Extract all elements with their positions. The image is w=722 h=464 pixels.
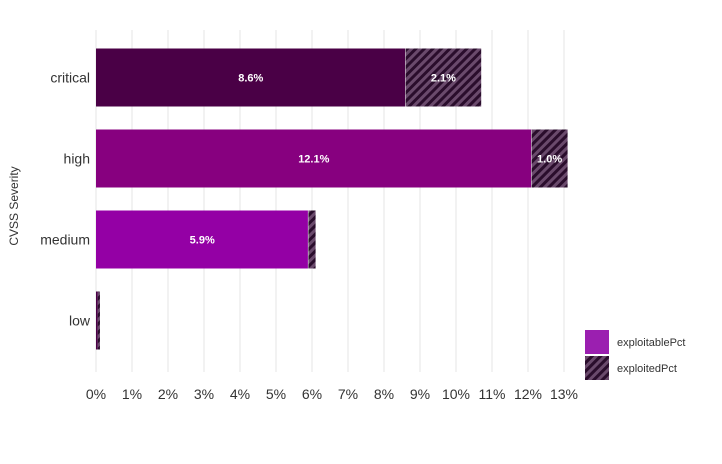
legend-swatch-exploitablePct[interactable] bbox=[585, 330, 609, 354]
bar-exploitedPct-high[interactable] bbox=[531, 129, 568, 188]
x-tick-label: 13% bbox=[550, 386, 578, 402]
data-label-exploitablePct-medium: 5.9% bbox=[190, 235, 215, 247]
data-label-exploitablePct-high: 12.1% bbox=[298, 154, 329, 166]
category-label-low: low bbox=[69, 313, 91, 329]
x-tick-label: 11% bbox=[479, 386, 506, 402]
x-tick-label: 10% bbox=[442, 386, 470, 402]
bar-exploitablePct-high[interactable] bbox=[96, 129, 532, 188]
category-labels: critical high medium low bbox=[40, 70, 91, 329]
bar-exploitedPct-low[interactable] bbox=[97, 291, 100, 350]
x-tick-label: 8% bbox=[374, 386, 394, 402]
category-label-high: high bbox=[64, 151, 90, 167]
x-tick-label: 4% bbox=[230, 386, 250, 402]
category-label-medium: medium bbox=[40, 232, 90, 248]
x-tick-label: 6% bbox=[302, 386, 322, 402]
x-tick-label: 2% bbox=[158, 386, 178, 402]
x-tick-label: 12% bbox=[514, 386, 542, 402]
legend-label-exploitedPct: exploitedPct bbox=[617, 363, 677, 375]
data-label-exploitedPct-high: 1.0% bbox=[537, 154, 562, 166]
x-tick-label: 1% bbox=[122, 386, 142, 402]
x-tick-label: 5% bbox=[266, 386, 286, 402]
data-label-exploitablePct-critical: 8.6% bbox=[238, 73, 263, 85]
x-tick-label: 3% bbox=[194, 386, 214, 402]
bar-labels: 8.6% 2.1% 12.1% 1.0% 5.9% bbox=[190, 73, 563, 247]
data-label-exploitedPct-critical: 2.1% bbox=[431, 73, 456, 85]
x-tick-label: 0% bbox=[86, 386, 106, 402]
bar-exploitablePct-medium[interactable] bbox=[96, 210, 309, 269]
legend: exploitablePct exploitedPct bbox=[585, 330, 686, 380]
x-tick-label: 7% bbox=[338, 386, 358, 402]
x-tick-labels: 0% 1% 2% 3% 4% 5% 6% 7% 8% 9% 10% 11% 12% 13% bbox=[86, 386, 578, 402]
legend-label-exploitablePct: exploitablePct bbox=[617, 337, 686, 349]
bar-exploitablePct-low[interactable] bbox=[96, 291, 98, 350]
y-axis-title: CVSS Severity bbox=[7, 166, 21, 245]
bar-exploitedPct-medium[interactable] bbox=[308, 210, 316, 269]
bar-exploitablePct-critical[interactable] bbox=[96, 48, 406, 107]
category-label-critical: critical bbox=[50, 70, 90, 86]
bar-exploitedPct-critical[interactable] bbox=[405, 48, 482, 107]
x-tick-label: 9% bbox=[410, 386, 430, 402]
bars bbox=[96, 48, 568, 350]
legend-swatch-exploitedPct[interactable] bbox=[585, 356, 609, 380]
